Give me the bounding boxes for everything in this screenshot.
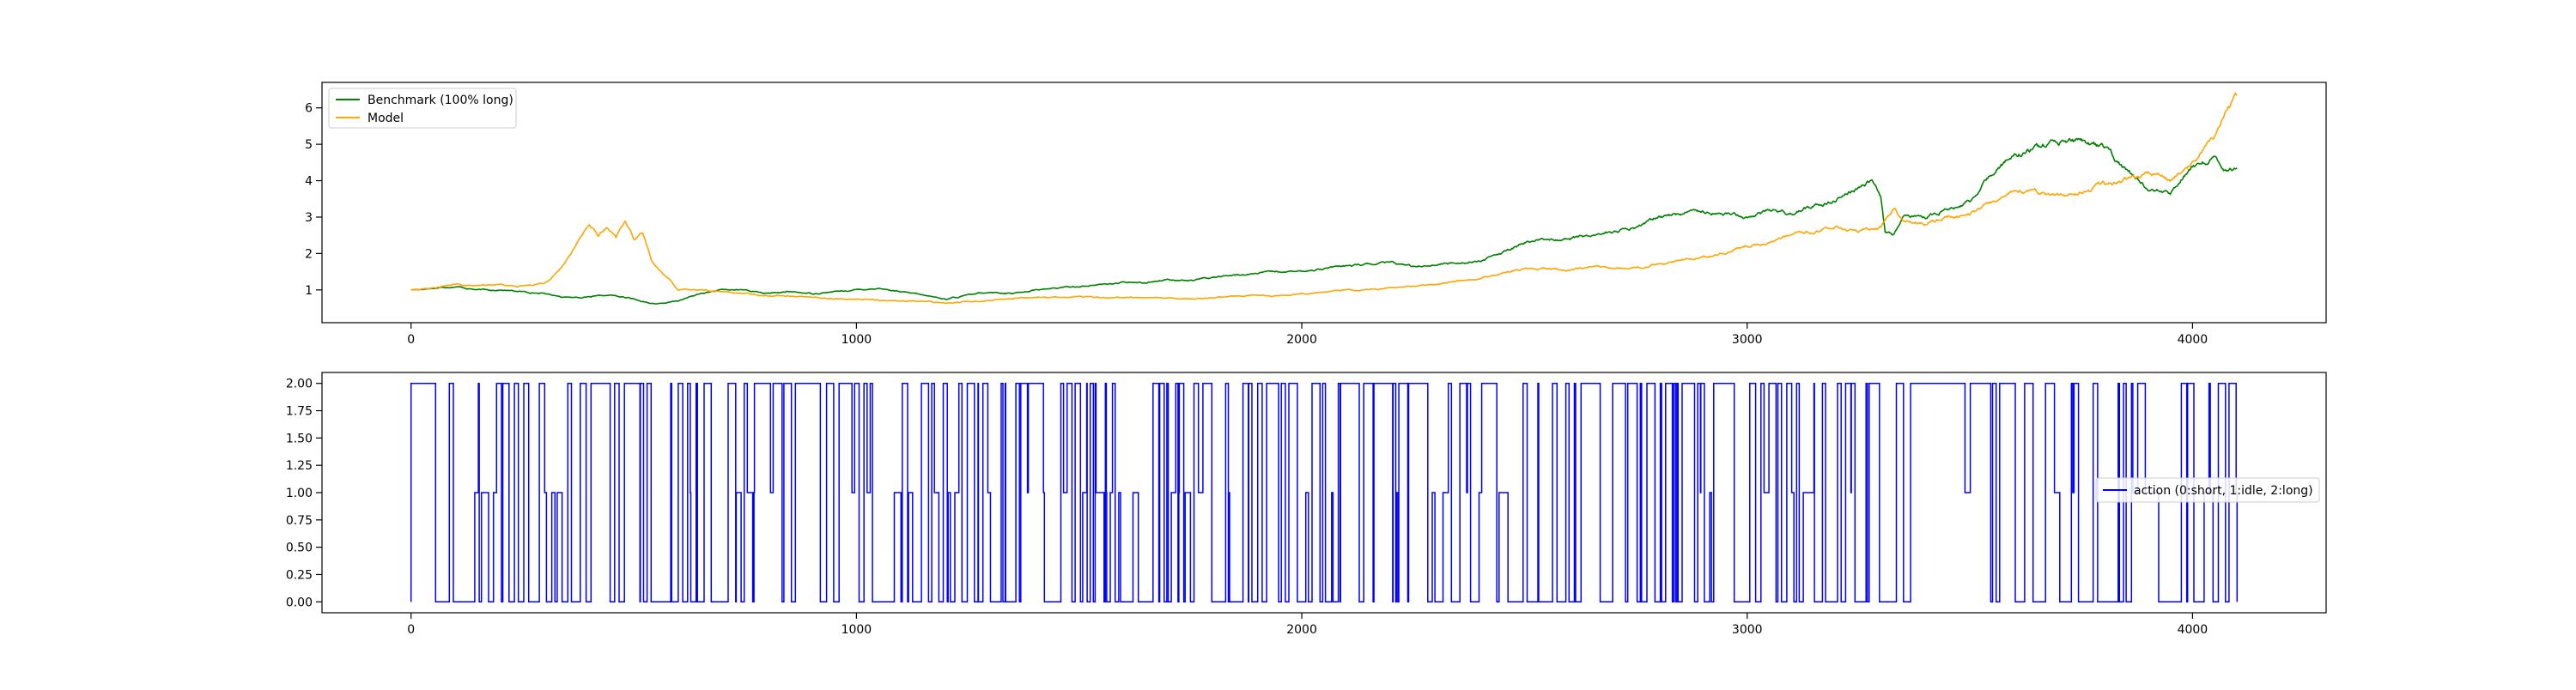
bottom-subplot: 0 1000 2000 3000 4000 0.00 0.25 0.50 0.75 1.00 1.… xyxy=(286,372,2327,637)
top-series-group xyxy=(410,92,2238,305)
y-tick-label: 1 xyxy=(305,284,313,298)
x-tick-label: 3000 xyxy=(1732,623,1763,637)
y-tick-label: 2 xyxy=(305,247,313,261)
action-series-line xyxy=(410,382,2239,603)
legend-label-benchmark: Benchmark (100% long) xyxy=(368,94,513,107)
y-tick-label: 0.25 xyxy=(286,568,313,582)
bottom-legend: action (0:short, 1:idle, 2:long) xyxy=(2095,477,2320,503)
bottom-axes-frame xyxy=(321,372,2327,614)
top-legend-box xyxy=(328,88,517,129)
y-tick-label: 3 xyxy=(305,211,313,225)
x-tick-label: 4000 xyxy=(2178,333,2208,347)
bottom-y-axis: 0.00 0.25 0.50 0.75 1.00 1.25 1.50 1.75 2.00 xyxy=(286,378,322,609)
bottom-legend-box xyxy=(2095,477,2320,503)
y-tick-label: 0.50 xyxy=(286,542,313,555)
y-tick-label: 1.50 xyxy=(286,432,313,445)
y-tick-label: 1.75 xyxy=(286,405,313,419)
x-tick-label: 0 xyxy=(407,333,415,347)
top-y-axis: 1 2 3 4 5 6 xyxy=(305,102,322,298)
y-tick-label: 2.00 xyxy=(286,378,313,391)
y-tick-label: 0.00 xyxy=(286,596,313,609)
y-tick-label: 1.00 xyxy=(286,487,313,500)
top-legend: Benchmark (100% long) Model xyxy=(328,88,517,129)
x-tick-label: 3000 xyxy=(1732,333,1763,347)
y-tick-label: 1.25 xyxy=(286,459,313,473)
model-series-line xyxy=(410,92,2238,305)
bottom-x-axis: 0 1000 2000 3000 4000 xyxy=(407,613,2208,637)
x-tick-label: 2000 xyxy=(1286,333,1317,347)
y-tick-label: 0.75 xyxy=(286,514,313,528)
legend-label-model: Model xyxy=(368,112,404,125)
top-x-axis: 0 1000 2000 3000 4000 xyxy=(407,323,2208,347)
y-tick-label: 5 xyxy=(305,138,313,152)
x-tick-label: 4000 xyxy=(2178,623,2208,637)
x-tick-label: 1000 xyxy=(841,623,872,637)
x-tick-label: 0 xyxy=(407,623,415,637)
y-tick-label: 4 xyxy=(305,175,313,189)
top-subplot: 0 1000 2000 3000 4000 1 2 3 4 5 6 Benchmark (100%… xyxy=(305,82,2327,347)
y-tick-label: 6 xyxy=(305,102,313,116)
x-tick-label: 1000 xyxy=(841,333,872,347)
bottom-series-group xyxy=(410,382,2239,603)
legend-label-action: action (0:short, 1:idle, 2:long) xyxy=(2134,484,2313,498)
top-axes-frame xyxy=(321,82,2327,324)
x-tick-label: 2000 xyxy=(1286,623,1317,637)
